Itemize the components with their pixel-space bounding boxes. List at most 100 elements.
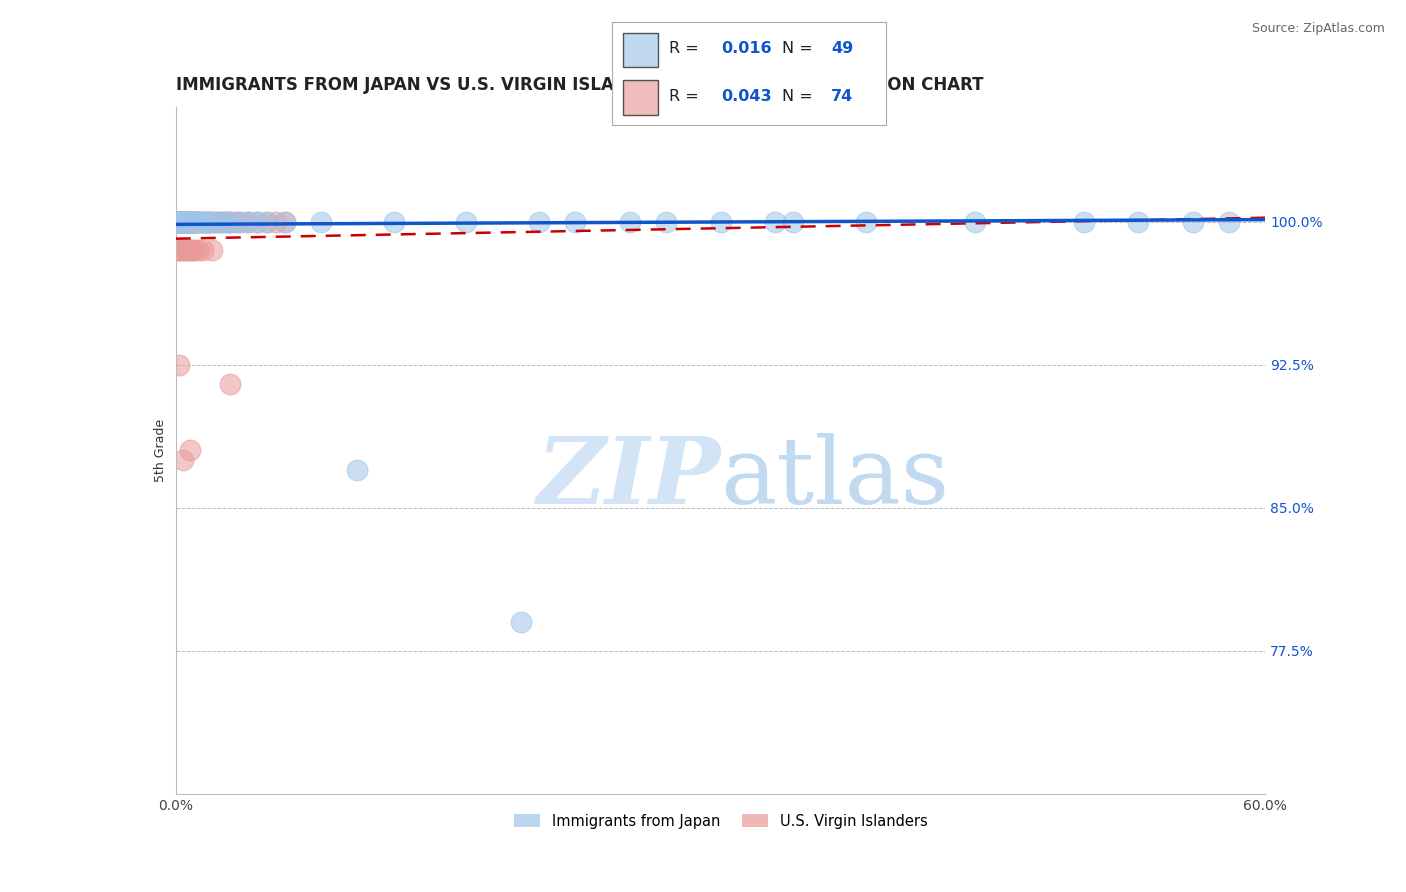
Text: atlas: atlas: [721, 433, 950, 523]
Point: [456, 214, 478, 228]
Point: [170, 214, 193, 228]
FancyBboxPatch shape: [623, 79, 658, 114]
Point: [219, 214, 242, 228]
Point: [219, 214, 242, 228]
Point: [200, 214, 222, 228]
Point: [173, 214, 195, 228]
Point: [1218, 214, 1240, 228]
Point: [166, 214, 188, 228]
Point: [183, 214, 205, 228]
Point: [169, 243, 191, 257]
Point: [172, 214, 194, 228]
Point: [169, 358, 191, 372]
Legend: Immigrants from Japan, U.S. Virgin Islanders: Immigrants from Japan, U.S. Virgin Islan…: [508, 808, 934, 835]
Point: [170, 214, 193, 228]
Text: 49: 49: [831, 41, 853, 56]
Text: Source: ZipAtlas.com: Source: ZipAtlas.com: [1251, 22, 1385, 36]
Point: [179, 214, 201, 228]
Point: [169, 214, 191, 228]
Point: [166, 214, 188, 228]
Point: [179, 214, 201, 228]
Point: [209, 214, 232, 228]
Text: ZIP: ZIP: [536, 433, 721, 523]
Point: [219, 376, 242, 391]
Point: [179, 214, 201, 228]
Point: [238, 214, 260, 228]
Point: [197, 214, 219, 228]
Point: [197, 214, 219, 228]
Point: [382, 214, 405, 228]
Point: [179, 243, 201, 257]
Point: [184, 214, 207, 228]
Point: [176, 214, 198, 228]
Point: [181, 214, 204, 228]
Point: [710, 214, 733, 228]
Point: [179, 214, 201, 228]
Point: [763, 214, 786, 228]
Point: [225, 214, 247, 228]
Point: [190, 214, 212, 228]
Point: [194, 214, 217, 228]
Point: [256, 214, 278, 228]
Point: [166, 243, 188, 257]
Point: [166, 214, 188, 228]
Point: [246, 214, 269, 228]
Point: [201, 214, 224, 228]
Point: [509, 615, 531, 629]
Point: [274, 214, 297, 228]
Text: 0.043: 0.043: [721, 88, 772, 103]
Point: [177, 214, 200, 228]
Point: [188, 214, 211, 228]
Point: [264, 214, 287, 228]
Point: [181, 214, 204, 228]
Point: [231, 214, 253, 228]
Point: [173, 214, 195, 228]
Point: [208, 214, 231, 228]
Point: [228, 214, 250, 228]
Point: [191, 214, 214, 228]
Text: R =: R =: [669, 88, 704, 103]
Point: [176, 214, 198, 228]
Point: [177, 214, 200, 228]
Point: [186, 214, 209, 228]
Point: [170, 214, 193, 228]
Point: [194, 214, 217, 228]
Point: [177, 214, 200, 228]
Point: [172, 214, 194, 228]
Point: [170, 214, 193, 228]
Point: [186, 243, 209, 257]
Y-axis label: 5th Grade: 5th Grade: [155, 419, 167, 482]
Point: [166, 214, 188, 228]
Point: [238, 214, 260, 228]
Point: [215, 214, 238, 228]
Point: [176, 214, 198, 228]
Point: [169, 214, 191, 228]
Point: [166, 214, 188, 228]
Point: [309, 214, 332, 228]
Point: [176, 243, 198, 257]
Point: [176, 214, 198, 228]
Point: [619, 214, 641, 228]
Point: [191, 214, 214, 228]
Point: [274, 214, 297, 228]
Point: [195, 214, 218, 228]
Point: [173, 214, 195, 228]
Point: [183, 214, 205, 228]
Point: [172, 214, 194, 228]
Text: 74: 74: [831, 88, 853, 103]
Point: [256, 214, 278, 228]
Point: [782, 214, 804, 228]
Point: [212, 214, 235, 228]
Point: [165, 214, 187, 228]
Point: [169, 214, 191, 228]
Point: [181, 214, 204, 228]
Point: [204, 214, 226, 228]
Point: [215, 214, 238, 228]
Point: [184, 214, 207, 228]
Point: [201, 243, 224, 257]
Point: [177, 214, 200, 228]
Point: [183, 214, 205, 228]
Point: [346, 462, 368, 476]
Point: [188, 214, 211, 228]
Point: [179, 443, 201, 458]
